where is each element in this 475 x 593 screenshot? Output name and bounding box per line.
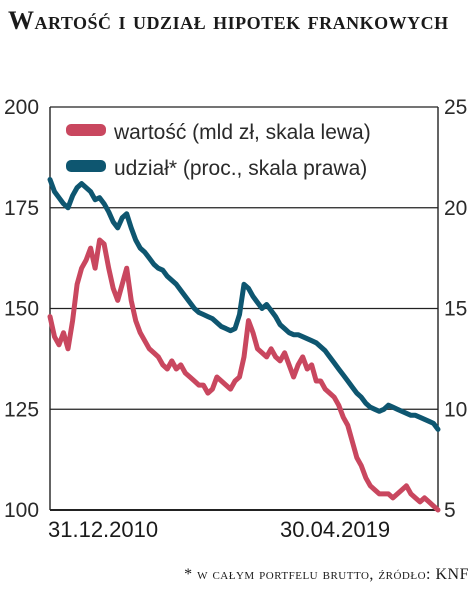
left-tick-label: 175 [4, 197, 39, 220]
right-tick-label: 5 [444, 499, 456, 522]
x-tick-label: 30.04.2019 [280, 517, 390, 542]
chart-title: Wartość i udział hipotek frankowych [8, 6, 449, 35]
series-line-wartosc [47, 237, 441, 513]
legend-swatch [66, 160, 106, 172]
legend-swatch [66, 124, 106, 136]
right-tick-label: 15 [444, 298, 467, 321]
left-tick-label: 200 [4, 96, 39, 119]
series-layer [47, 177, 441, 513]
footnote: * w całym portfelu brutto, źródło: KNF [184, 566, 469, 583]
x-tick-label: 31.12.2010 [48, 517, 158, 542]
left-tick-label: 100 [4, 499, 39, 522]
right-tick-label: 20 [444, 197, 467, 220]
right-tick-label: 25 [444, 96, 467, 119]
series-line-udzial [47, 177, 441, 432]
left-tick-label: 125 [4, 398, 39, 421]
axis-labels: 100 125 150 175 200 5 10 15 20 25 31.12.2010 30.04.… [4, 96, 467, 542]
grid-lines [49, 106, 439, 511]
left-tick-label: 150 [4, 298, 39, 321]
legend-label: udział* (proc., skala prawa) [114, 157, 367, 180]
right-tick-label: 10 [444, 398, 467, 421]
legend-label: wartość (mld zł, skala lewa) [113, 121, 371, 144]
legend: wartość (mld zł, skala lewa) udział* (pro… [66, 121, 371, 180]
